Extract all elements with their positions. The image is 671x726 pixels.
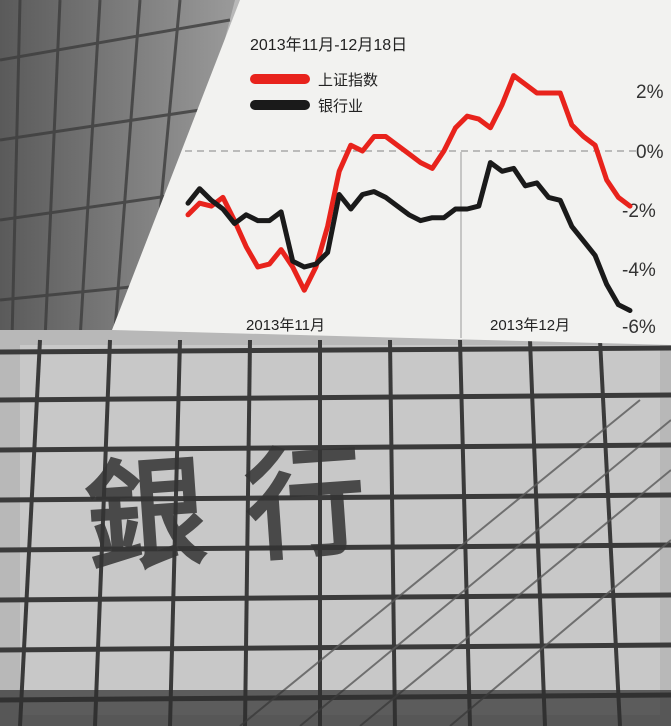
bank-sign-text: 銀行 bbox=[81, 431, 410, 587]
legend-label-index: 上证指数 bbox=[318, 72, 378, 89]
legend: 上证指数 银行业 bbox=[250, 72, 378, 115]
x-tick-label: 2013年12月 bbox=[490, 317, 570, 334]
legend-swatch-black bbox=[250, 100, 310, 110]
legend-label-banking: 银行业 bbox=[318, 98, 363, 115]
series-line-banking bbox=[185, 160, 633, 313]
chart-title: 2013年11月-12月18日 bbox=[250, 36, 407, 54]
x-tick-label: 2013年11月 bbox=[246, 317, 325, 334]
legend-swatch-red bbox=[250, 74, 310, 84]
y-tick-label: 0% bbox=[636, 142, 664, 163]
y-tick-label: 2% bbox=[636, 82, 664, 103]
y-tick-label: -6% bbox=[622, 317, 656, 338]
y-tick-label: -4% bbox=[622, 260, 656, 281]
series-line-index bbox=[185, 73, 633, 293]
